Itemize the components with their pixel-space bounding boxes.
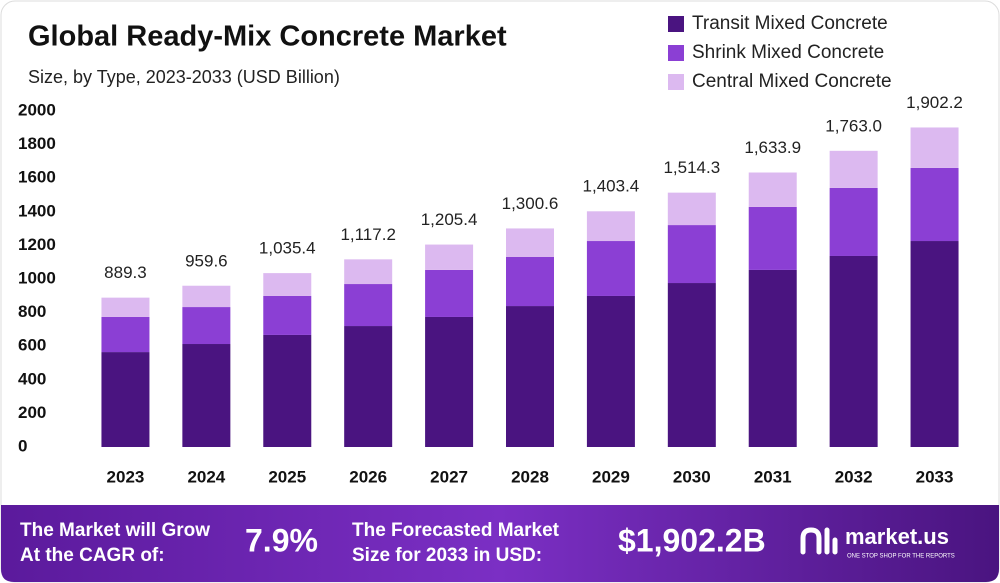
bar-segment (586, 241, 635, 296)
x-tick-label: 2028 (511, 467, 549, 486)
x-tick-label: 2029 (592, 467, 630, 486)
cagr-value: 7.9% (245, 522, 318, 558)
y-tick-label: 200 (18, 403, 46, 422)
bar-segment (910, 127, 959, 168)
bar-segment (506, 306, 554, 447)
bar-segment (182, 285, 231, 308)
bar-segment (506, 256, 554, 307)
bar-segment (748, 206, 797, 270)
bar-segment (829, 255, 878, 447)
bar-segment (263, 295, 312, 335)
bar-segment (101, 352, 150, 447)
y-tick-label: 800 (18, 302, 46, 321)
footer-band (1, 505, 999, 582)
bar-segment (748, 269, 797, 447)
legend-swatch (668, 74, 684, 90)
total-label: 1,403.4 (583, 177, 640, 196)
y-tick-label: 1200 (18, 235, 56, 254)
chart-subtitle: Size, by Type, 2023-2033 (USD Billion) (28, 67, 340, 87)
x-tick-label: 2027 (430, 467, 468, 486)
bar-segment (101, 297, 150, 317)
legend-label: Central Mixed Concrete (692, 71, 892, 92)
y-tick-label: 0 (18, 436, 27, 455)
bar-segment (425, 244, 474, 270)
x-tick-label: 2023 (107, 467, 145, 486)
bar-segment (586, 211, 635, 242)
legend-swatch (668, 16, 684, 32)
y-tick-label: 1800 (18, 134, 56, 153)
bar-segment (101, 316, 150, 353)
bar-segment (344, 259, 393, 285)
bar-segment (506, 228, 554, 257)
total-label: 1,300.6 (502, 194, 559, 213)
bar-segment (182, 307, 231, 345)
forecast-text: The Forecasted Market (352, 520, 560, 541)
bar-segment (910, 241, 959, 447)
bar-segment (263, 334, 312, 447)
legend-swatch (668, 45, 684, 61)
y-tick-label: 2000 (18, 100, 56, 119)
y-tick-label: 1600 (18, 168, 56, 187)
bar-segment (425, 316, 474, 447)
bar-segment (667, 283, 716, 447)
total-label: 1,902.2 (906, 93, 963, 112)
total-label: 889.3 (104, 263, 147, 282)
bar-segment (748, 172, 797, 207)
x-tick-label: 2025 (268, 467, 306, 486)
total-label: 1,633.9 (744, 138, 801, 157)
bar-segment (829, 187, 878, 256)
bar-segment (344, 284, 393, 327)
total-label: 1,035.4 (259, 239, 316, 258)
y-tick-label: 600 (18, 336, 46, 355)
bar-segment (910, 167, 959, 242)
chart-title: Global Ready-Mix Concrete Market (28, 21, 507, 53)
bar-segment (667, 192, 716, 226)
bar-segment (667, 225, 716, 284)
y-tick-label: 1000 (18, 268, 56, 287)
y-tick-label: 400 (18, 369, 46, 388)
forecast-text: Size for 2033 in USD: (352, 545, 542, 566)
bar-segment (425, 269, 474, 317)
x-tick-label: 2030 (673, 467, 711, 486)
x-tick-label: 2031 (754, 467, 792, 486)
bar-segment (182, 344, 231, 447)
legend-label: Transit Mixed Concrete (692, 13, 888, 34)
total-label: 1,117.2 (340, 225, 395, 244)
bar-segment (263, 273, 312, 296)
total-label: 1,763.0 (825, 116, 882, 135)
cagr-text: The Market will Grow (20, 520, 210, 541)
x-tick-label: 2024 (187, 467, 225, 486)
x-tick-label: 2033 (916, 467, 954, 486)
cagr-text: At the CAGR of: (20, 545, 165, 566)
y-tick-label: 1400 (18, 201, 56, 220)
x-tick-label: 2032 (835, 467, 873, 486)
bar-segment (344, 326, 393, 447)
total-label: 959.6 (185, 251, 228, 270)
brand-name: market.us (845, 524, 949, 549)
x-tick-label: 2026 (349, 467, 387, 486)
brand-tagline: ONE STOP SHOP FOR THE REPORTS (847, 554, 955, 560)
legend-label: Shrink Mixed Concrete (692, 42, 884, 63)
bar-segment (586, 295, 635, 447)
bar-segment (829, 150, 878, 188)
forecast-value: $1,902.2B (618, 522, 766, 558)
total-label: 1,205.4 (421, 210, 478, 229)
total-label: 1,514.3 (663, 158, 720, 177)
brand-logo (800, 527, 838, 555)
